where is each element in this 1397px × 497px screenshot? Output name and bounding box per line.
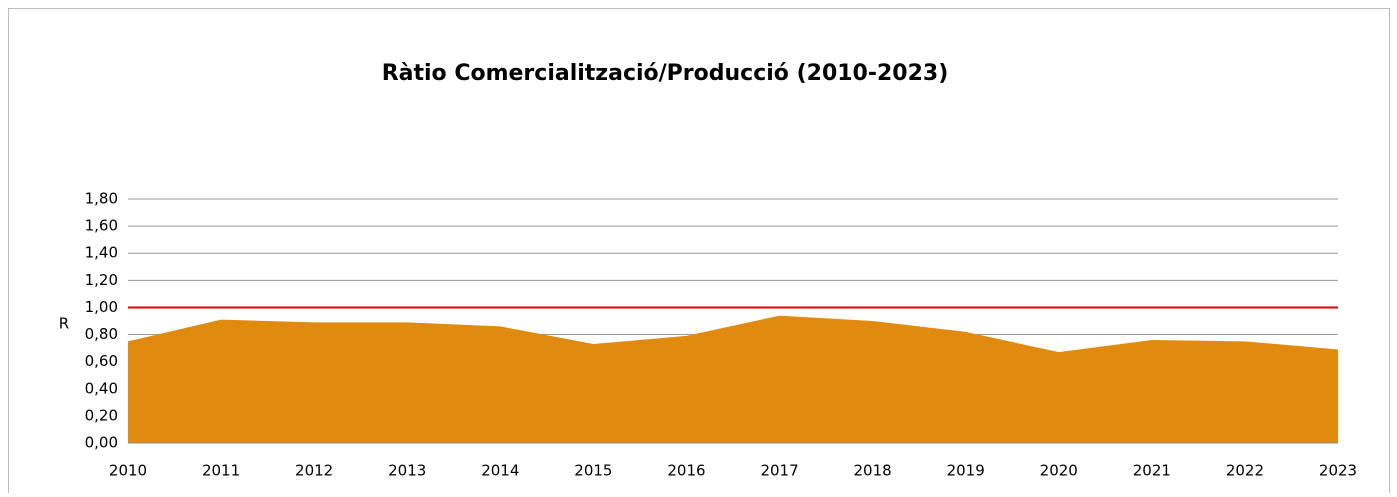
- area: [128, 315, 1338, 443]
- y-axis-label: R: [59, 315, 69, 333]
- x-tick-label: 2021: [1133, 462, 1171, 480]
- y-tick-label: 0,00: [85, 434, 118, 452]
- x-tick-label: 2016: [667, 462, 705, 480]
- x-tick-label: 2010: [109, 462, 147, 480]
- x-tick-label: 2014: [481, 462, 519, 480]
- x-tick-label: 2018: [854, 462, 892, 480]
- y-tick-label: 0,80: [85, 325, 118, 343]
- y-tick-label: 1,60: [85, 217, 118, 235]
- x-tick-label: 2011: [202, 462, 240, 480]
- x-tick-label: 2020: [1040, 462, 1078, 480]
- y-tick-label: 1,20: [85, 271, 118, 289]
- x-tick-label: 2013: [388, 462, 426, 480]
- x-tick-label: 2015: [574, 462, 612, 480]
- y-tick-label: 1,40: [85, 244, 118, 262]
- y-tick-label: 0,20: [85, 406, 118, 424]
- x-tick-label: 2012: [295, 462, 333, 480]
- x-tick-label: 2017: [760, 462, 798, 480]
- x-tick-label: 2022: [1226, 462, 1264, 480]
- x-tick-label: 2019: [947, 462, 985, 480]
- chart-title: Ràtio Comercialització/Producció (2010-2…: [382, 61, 949, 86]
- y-tick-label: 0,40: [85, 379, 118, 397]
- y-tick-label: 1,80: [85, 190, 118, 208]
- y-tick-label: 0,60: [85, 352, 118, 370]
- y-tick-label: 1,00: [85, 298, 118, 316]
- x-tick-label: 2023: [1319, 462, 1357, 480]
